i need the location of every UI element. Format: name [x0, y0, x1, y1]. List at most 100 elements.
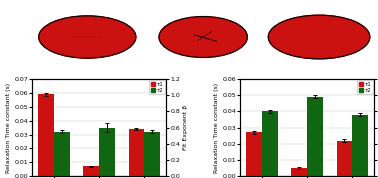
Point [174, 32, 180, 35]
Point [204, 32, 211, 34]
Point [110, 27, 116, 29]
Point [202, 43, 208, 46]
Point [208, 22, 214, 25]
Point [363, 31, 369, 34]
Point [68, 39, 74, 42]
Point [349, 24, 355, 27]
Point [112, 27, 118, 30]
Point [43, 42, 50, 44]
Point [214, 31, 220, 34]
Point [217, 46, 223, 49]
Legend: τ1, τ2: τ1, τ2 [149, 80, 165, 94]
Point [315, 45, 321, 48]
Point [277, 28, 284, 31]
Point [345, 45, 352, 48]
Point [42, 38, 48, 41]
Point [206, 29, 212, 32]
Point [335, 30, 341, 33]
Point [84, 27, 90, 30]
Point [199, 46, 205, 49]
Point [110, 51, 116, 54]
Point [109, 31, 115, 34]
Point [60, 20, 66, 23]
Point [198, 52, 204, 55]
Point [335, 37, 341, 40]
Point [76, 36, 82, 39]
Point [303, 49, 309, 52]
Point [69, 41, 75, 44]
Point [92, 34, 98, 37]
Point [342, 47, 348, 50]
Point [239, 32, 245, 35]
Point [223, 37, 229, 40]
Point [50, 42, 56, 45]
Point [180, 25, 186, 28]
Point [92, 25, 98, 28]
Point [83, 41, 89, 43]
Point [76, 49, 82, 52]
Point [53, 23, 59, 26]
Point [312, 28, 318, 31]
Point [96, 23, 102, 25]
Point [345, 39, 352, 42]
Point [335, 38, 341, 41]
Point [181, 44, 187, 47]
Point [286, 20, 292, 22]
Point [90, 34, 96, 37]
Point [43, 41, 49, 44]
Point [178, 25, 184, 28]
Point [363, 37, 369, 40]
Point [277, 36, 283, 39]
Point [82, 53, 88, 56]
Point [325, 49, 331, 52]
Point [53, 35, 59, 38]
Point [68, 50, 74, 53]
Point [324, 22, 330, 25]
Point [70, 19, 76, 21]
Point [193, 41, 199, 43]
Point [55, 28, 61, 31]
Point [169, 31, 175, 34]
Point [120, 26, 126, 29]
Point [59, 47, 65, 50]
Point [103, 23, 109, 25]
Point [65, 53, 71, 55]
Point [198, 19, 204, 22]
Point [79, 37, 85, 40]
Point [66, 21, 72, 24]
Point [209, 31, 215, 33]
Point [50, 43, 56, 46]
Point [120, 33, 126, 35]
Point [119, 38, 125, 41]
Point [321, 56, 327, 58]
Point [187, 24, 193, 27]
Point [335, 22, 341, 25]
Point [292, 32, 298, 35]
Point [290, 19, 296, 21]
Point [339, 49, 345, 52]
Point [105, 45, 111, 48]
Point [211, 27, 217, 30]
Point [350, 27, 356, 30]
Point [296, 53, 302, 56]
Point [48, 33, 54, 36]
Point [192, 48, 198, 51]
Point [238, 39, 244, 42]
Point [78, 26, 84, 29]
Point [288, 25, 294, 28]
Point [105, 47, 112, 50]
Point [297, 30, 303, 33]
Point [109, 36, 115, 39]
Point [223, 27, 229, 30]
Point [290, 28, 296, 31]
Point [74, 39, 80, 42]
Point [304, 54, 310, 57]
Ellipse shape [159, 17, 247, 57]
Point [160, 40, 166, 43]
Point [297, 28, 304, 31]
Point [105, 34, 112, 37]
Bar [336, 141, 352, 176]
Point [272, 30, 278, 33]
Point [307, 36, 313, 39]
Point [195, 33, 201, 36]
